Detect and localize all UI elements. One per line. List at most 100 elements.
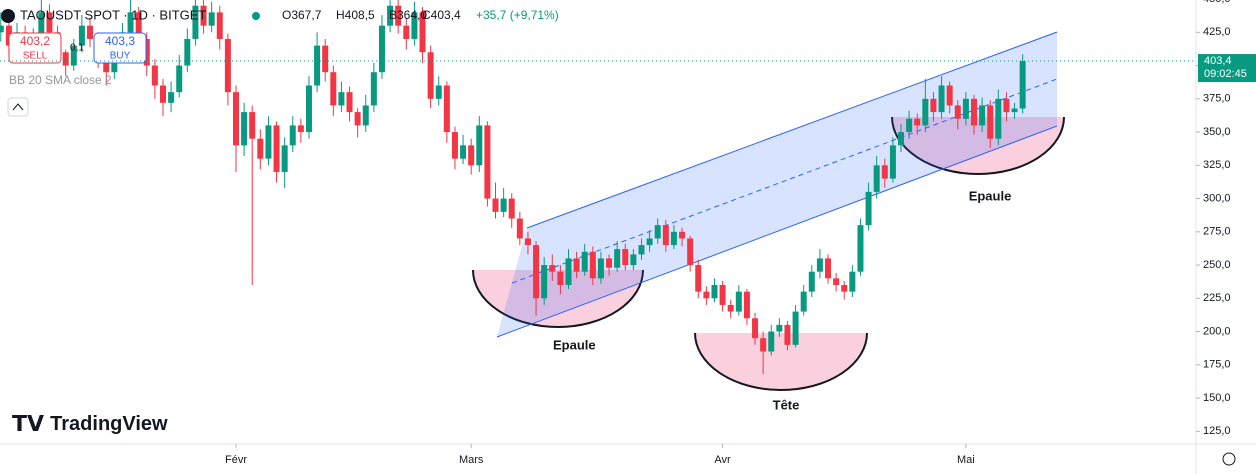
candle-body xyxy=(70,45,77,66)
candle-body xyxy=(257,138,264,159)
candle-body xyxy=(151,65,158,86)
candle-body xyxy=(808,271,815,292)
collapse-button[interactable] xyxy=(7,97,29,117)
annotation: Epaule xyxy=(553,337,596,352)
candle-body xyxy=(825,258,832,279)
candle-body xyxy=(378,25,385,73)
collapse-icon xyxy=(12,103,24,111)
pattern-zone xyxy=(695,333,867,390)
candle-body xyxy=(646,238,653,246)
candle-body xyxy=(192,5,199,39)
candle-body xyxy=(792,311,799,345)
candle-body xyxy=(670,231,677,246)
sell-label: SELL xyxy=(23,51,48,62)
candle-body xyxy=(865,191,872,226)
y-tick-label: 125,0 xyxy=(1203,425,1231,437)
candle-body xyxy=(800,291,807,312)
candle-body xyxy=(468,145,475,166)
ohlc-value: H408,5 xyxy=(336,8,375,22)
pattern-curve xyxy=(694,332,868,391)
x-tick-label: Févr xyxy=(225,454,247,466)
candle-body xyxy=(524,238,531,246)
candle-body xyxy=(533,245,540,299)
candle-body xyxy=(508,198,515,219)
y-tick-label: 350,0 xyxy=(1203,126,1231,138)
candle-body xyxy=(184,38,191,66)
y-tick-label: 450,0 xyxy=(1203,0,1231,5)
candle-body xyxy=(216,12,223,39)
candle-body xyxy=(752,318,759,339)
candle-body xyxy=(971,98,977,126)
y-tick-label: 300,0 xyxy=(1203,192,1231,204)
brand-name: TradingView xyxy=(50,413,168,435)
candle-body xyxy=(492,198,499,212)
candle-body xyxy=(849,271,856,292)
candle-body xyxy=(857,225,864,272)
candle-body xyxy=(1003,98,1010,113)
candle-body xyxy=(654,225,661,239)
settings-icon[interactable] xyxy=(1222,452,1236,466)
candle-body xyxy=(370,72,377,106)
candle-body xyxy=(208,12,215,26)
symbol-icon xyxy=(1,9,15,23)
candle-body xyxy=(930,98,937,113)
channel-top xyxy=(526,31,1058,229)
candle-body xyxy=(305,85,312,133)
candle-body xyxy=(979,105,986,126)
brand: 𝗧𝗩 TradingView xyxy=(12,411,168,436)
candle-body xyxy=(484,125,491,199)
buy-price: 403,3 xyxy=(105,34,135,48)
brand-mark: 𝗧𝗩 xyxy=(12,411,50,436)
candle-body xyxy=(403,25,410,39)
candle-body xyxy=(687,238,694,266)
candle-body xyxy=(581,251,588,272)
last-price-label: 403,4 xyxy=(1204,55,1232,67)
candle-body xyxy=(451,132,458,159)
candle-body xyxy=(143,38,150,66)
candle-body xyxy=(727,304,734,312)
sell-button[interactable] xyxy=(8,32,62,64)
ohlc-value: O367,7 xyxy=(282,8,322,22)
candle-body xyxy=(881,165,888,179)
candle-body xyxy=(62,52,69,66)
candle-body xyxy=(176,65,183,93)
candle-body xyxy=(87,25,94,39)
candle-body xyxy=(622,249,629,266)
candle-body xyxy=(224,38,231,93)
candle-body xyxy=(395,5,402,26)
candle-body xyxy=(565,258,572,286)
annotation: Epaule xyxy=(969,188,1012,203)
candle-body xyxy=(776,324,783,332)
channel xyxy=(497,32,1057,337)
candle-body xyxy=(630,254,637,266)
candle-body xyxy=(606,258,613,268)
candle-body xyxy=(354,112,361,126)
candle-body xyxy=(614,249,621,268)
candle-body xyxy=(46,12,53,33)
candle-body xyxy=(573,258,580,272)
candle-body xyxy=(314,45,321,86)
pattern-zone xyxy=(892,117,1064,174)
candle-body xyxy=(703,291,710,299)
candle-body xyxy=(200,5,207,26)
sell-price: 403,2 xyxy=(20,34,50,48)
candle-body xyxy=(914,118,921,126)
x-tick-label: Mars xyxy=(459,454,484,466)
ohlc-value: C403,4 xyxy=(422,8,461,22)
candle-body xyxy=(249,112,256,139)
candle-body xyxy=(906,118,913,133)
candle-body xyxy=(597,258,604,279)
candle-body xyxy=(476,125,483,166)
y-tick-label: 225,0 xyxy=(1203,292,1231,304)
candle-body xyxy=(443,85,450,133)
ohlc-value: +35,7 (+9,71%) xyxy=(476,8,559,22)
candle-body xyxy=(500,198,507,212)
candle-body xyxy=(160,85,166,103)
buy-button[interactable] xyxy=(93,32,147,64)
candle-body xyxy=(265,125,272,159)
y-tick-label: 325,0 xyxy=(1203,159,1231,171)
status-dot xyxy=(252,12,260,20)
candle-body xyxy=(784,324,791,345)
candle-body xyxy=(411,12,418,39)
